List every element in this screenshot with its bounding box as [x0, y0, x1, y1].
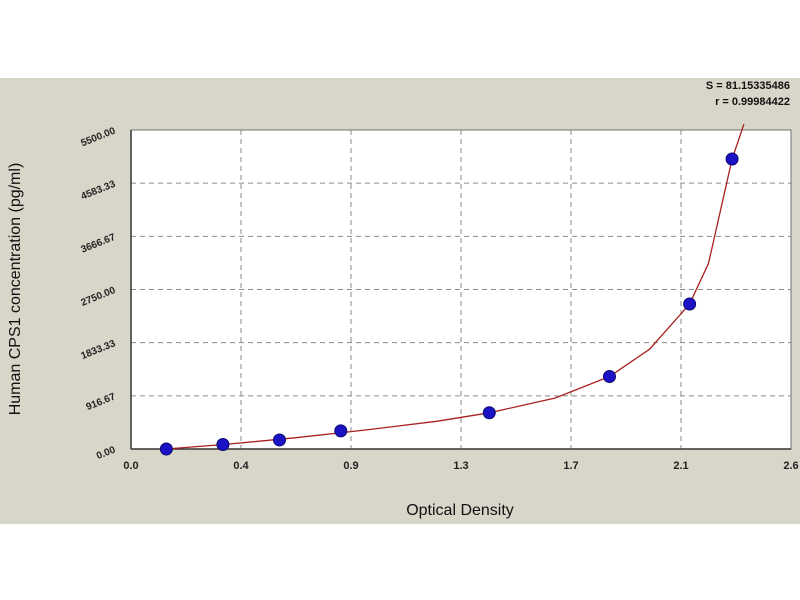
fit-curve: [166, 123, 745, 450]
x-tick-label: 0.0: [123, 460, 138, 472]
stat-r: r = 0.99984422: [715, 96, 790, 108]
x-tick-label: 2.6: [783, 460, 798, 472]
y-tick-label: 5500.00: [79, 125, 117, 149]
data-point: [603, 370, 616, 383]
x-tick-label: 0.9: [343, 460, 358, 472]
y-axis-title: Human CPS1 concentration (pg/ml): [7, 163, 24, 416]
y-tick-label: 3666.67: [79, 232, 117, 256]
data-point: [482, 406, 496, 420]
fit-statistics: S = 81.15335486 r = 0.99984422: [706, 78, 790, 110]
data-point: [159, 442, 173, 456]
y-tick-label: 1833.33: [79, 338, 117, 362]
axes: [130, 129, 792, 450]
data-point: [216, 437, 230, 451]
y-tick-label: 916.67: [85, 391, 118, 413]
x-tick-label: 1.7: [563, 460, 578, 472]
y-tick-label: 4583.33: [79, 179, 117, 203]
data-point: [334, 424, 348, 438]
x-axis-title: Optical Density: [406, 502, 514, 519]
x-tick-label: 1.3: [453, 460, 468, 472]
grid: [131, 130, 791, 449]
y-tick-label: 0.00: [95, 444, 118, 462]
x-tick-label: 2.1: [673, 460, 688, 472]
data-point: [273, 433, 286, 447]
x-tick-label: 0.4: [233, 460, 249, 472]
data-point: [725, 152, 739, 166]
data-points: [159, 152, 739, 456]
stat-s: S = 81.15335486: [705, 80, 790, 92]
y-tick-label: 2750.00: [79, 285, 117, 309]
data-point: [683, 297, 697, 311]
